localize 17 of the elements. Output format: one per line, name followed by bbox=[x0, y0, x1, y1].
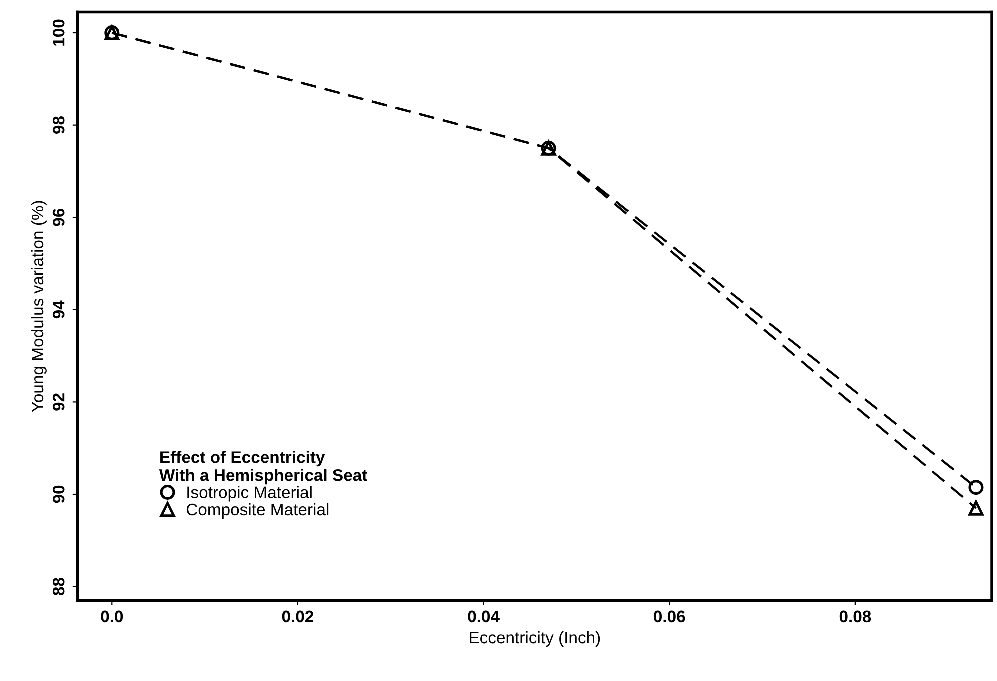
y-tick-label: 94 bbox=[52, 300, 65, 319]
y-tick-label: 96 bbox=[52, 208, 65, 226]
legend-label: Isotropic Material bbox=[188, 486, 312, 502]
legend-title: Effect of Eccentricity With a Hemispherical Seat bbox=[159, 451, 368, 485]
x-tick-label: 0.04 bbox=[468, 610, 500, 623]
y-tick-label: 100 bbox=[52, 20, 65, 46]
y-tick-label: 90 bbox=[52, 486, 65, 504]
x-tick-label: 0.0 bbox=[101, 610, 124, 623]
x-axis-title: Eccentricity (Inch) bbox=[470, 631, 600, 647]
y-tick-label: 98 bbox=[52, 116, 65, 134]
y-axis-title: Young Modulus variation (%) bbox=[31, 201, 47, 412]
y-tick-label: 92 bbox=[52, 394, 65, 411]
legend-label: Composite Material bbox=[186, 503, 329, 519]
x-tick-label: 0.02 bbox=[282, 610, 314, 623]
x-tick-label: 0.08 bbox=[840, 610, 872, 623]
y-tick-label: 88 bbox=[52, 578, 65, 596]
x-tick-label: 0.06 bbox=[654, 610, 686, 623]
